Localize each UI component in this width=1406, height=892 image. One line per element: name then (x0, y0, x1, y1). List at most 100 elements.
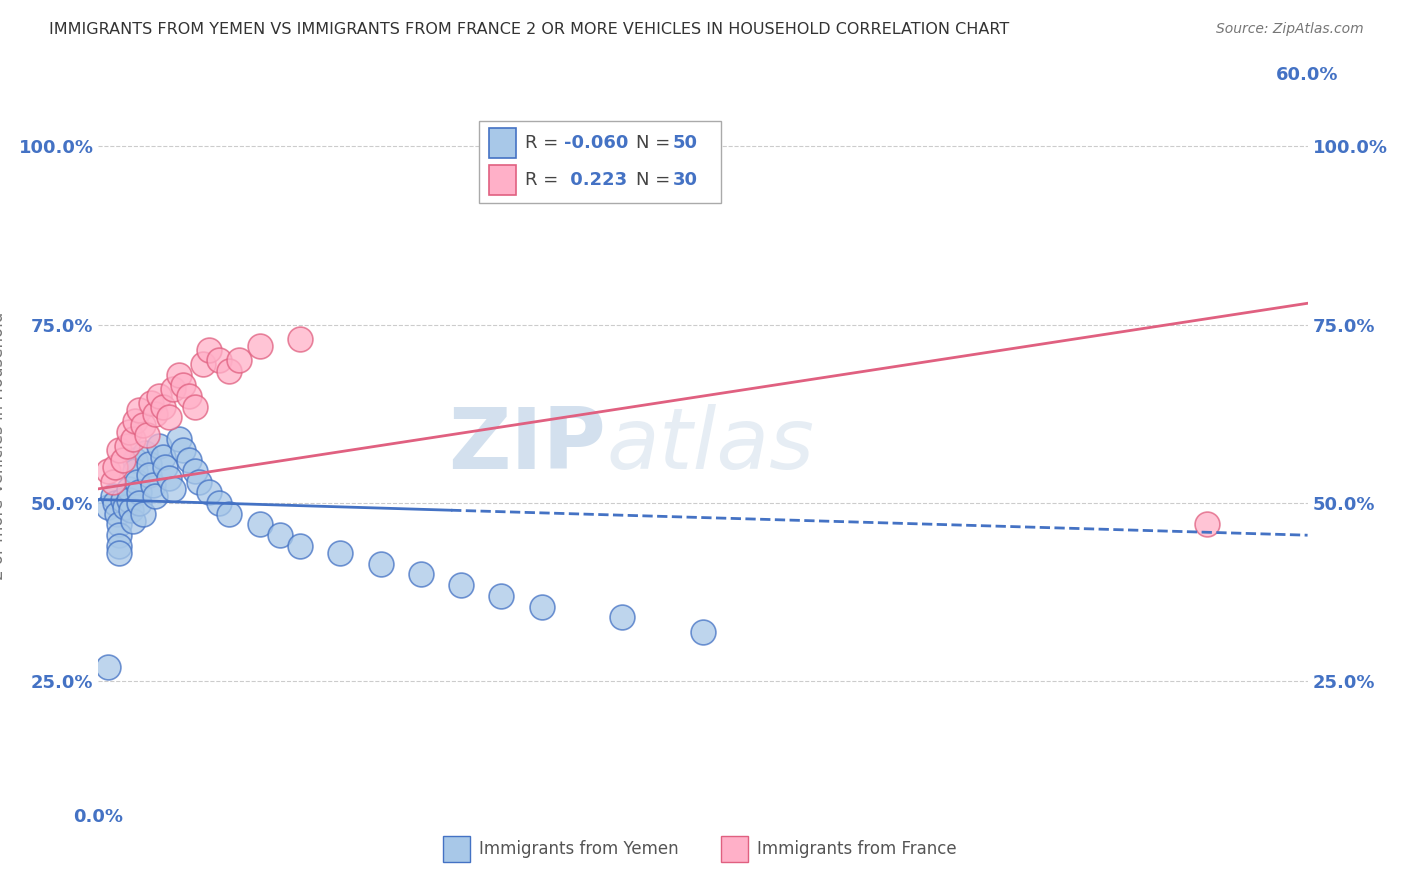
Point (249, 517, 271, 532)
Point (157, 410, 180, 425)
Point (97, 500, 120, 514)
Point (114, 500, 136, 514)
Bar (721, 837, 748, 862)
Point (249, 339, 271, 353)
Point (97, 464, 120, 478)
Point (118, 492, 141, 507)
Point (124, 414, 146, 428)
Point (218, 364, 240, 378)
Point (132, 507, 155, 521)
Point (143, 489, 166, 503)
Bar (443, 837, 470, 862)
Point (105, 507, 128, 521)
Point (128, 496, 150, 510)
Point (184, 400, 207, 414)
Point (228, 353, 250, 368)
Point (157, 471, 180, 485)
Point (179, 453, 201, 467)
Point (120, 503, 142, 517)
Point (125, 475, 148, 489)
Point (128, 403, 150, 417)
Text: IMMIGRANTS FROM YEMEN VS IMMIGRANTS FROM FRANCE 2 OR MORE VEHICLES IN HOUSEHOLD : IMMIGRANTS FROM YEMEN VS IMMIGRANTS FROM… (49, 22, 1010, 37)
Point (107, 442, 129, 457)
Point (124, 453, 146, 467)
Point (198, 485, 221, 500)
Point (162, 482, 184, 496)
Point (139, 396, 162, 410)
Point (152, 400, 174, 414)
Point (135, 428, 157, 442)
Point (152, 450, 174, 464)
Point (491, 589, 513, 603)
Point (142, 478, 165, 492)
Point (101, 475, 124, 489)
Point (184, 464, 207, 478)
Text: 30: 30 (672, 171, 697, 189)
Text: Source: ZipAtlas.com: Source: ZipAtlas.com (1216, 22, 1364, 37)
Point (450, 578, 472, 592)
Point (138, 457, 160, 471)
Text: R =: R = (526, 171, 564, 189)
Text: Immigrants from France: Immigrants from France (758, 840, 957, 858)
Point (103, 460, 125, 475)
Point (107, 539, 129, 553)
Point (530, 599, 553, 614)
Point (288, 539, 311, 553)
Point (179, 389, 201, 403)
Point (143, 407, 166, 421)
Point (111, 453, 134, 467)
Point (97, 660, 120, 674)
Point (128, 485, 150, 500)
Point (188, 475, 211, 489)
Point (409, 567, 432, 582)
Point (118, 482, 141, 496)
Bar (489, 128, 516, 158)
Point (107, 517, 129, 532)
Y-axis label: 2 or more Vehicles in Household: 2 or more Vehicles in Household (0, 312, 7, 580)
Point (198, 343, 221, 357)
Text: -0.060: -0.060 (564, 134, 628, 152)
Point (148, 439, 170, 453)
Point (132, 417, 155, 432)
Point (107, 528, 129, 542)
Text: R =: R = (526, 134, 564, 152)
FancyBboxPatch shape (479, 121, 721, 203)
Point (167, 368, 190, 382)
Text: 0.223: 0.223 (564, 171, 627, 189)
Point (329, 546, 352, 560)
Point (208, 496, 231, 510)
Point (115, 439, 138, 453)
Point (124, 464, 146, 478)
Text: 50: 50 (672, 134, 697, 152)
Point (288, 332, 311, 346)
Point (107, 546, 129, 560)
Point (269, 528, 291, 542)
Point (101, 489, 124, 503)
Point (167, 432, 190, 446)
Point (193, 357, 215, 371)
Point (121, 432, 143, 446)
Point (148, 389, 170, 403)
Point (134, 446, 156, 460)
Bar (489, 165, 516, 194)
Point (121, 514, 143, 528)
Text: N =: N = (637, 134, 676, 152)
Point (138, 467, 160, 482)
Point (1195, 517, 1218, 532)
Text: N =: N = (637, 171, 676, 189)
Point (103, 496, 125, 510)
Point (612, 610, 634, 624)
Point (162, 382, 184, 396)
Point (153, 460, 176, 475)
Point (692, 624, 714, 639)
Point (370, 557, 392, 571)
Point (208, 353, 231, 368)
Point (118, 425, 141, 439)
Point (218, 507, 240, 521)
Text: ZIP: ZIP (449, 404, 606, 488)
Text: Immigrants from Yemen: Immigrants from Yemen (479, 840, 679, 858)
Point (172, 442, 194, 457)
Point (172, 378, 194, 392)
Text: atlas: atlas (606, 404, 814, 488)
Point (111, 492, 134, 507)
